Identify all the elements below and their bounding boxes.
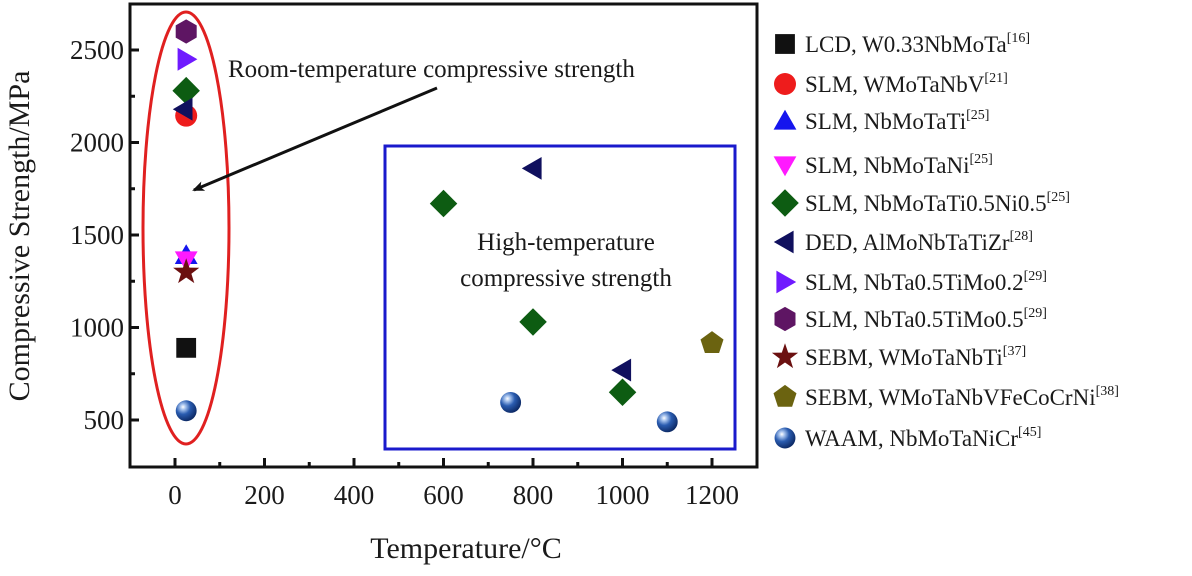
legend-item: SLM, NbMoTaNi[25]	[773, 152, 993, 178]
legend-marker-sphere-icon	[774, 427, 796, 449]
x-tick-label: 0	[168, 480, 182, 510]
legend-series-name: WAAM, NbMoTaNiCr	[805, 426, 1018, 451]
data-point-triangle-right	[177, 47, 198, 71]
legend-marker-circle-icon	[774, 73, 796, 95]
legend-reference: [29]	[1024, 269, 1047, 284]
y-tick-label: 500	[84, 405, 125, 435]
y-tick-label: 2000	[70, 128, 124, 158]
data-point-triangle-left	[521, 157, 542, 180]
legend-marker-pentagon-icon	[773, 384, 797, 407]
data-point-square	[176, 337, 197, 358]
legend-reference: [16]	[1007, 31, 1030, 46]
x-axis-label: Temperature/°C	[370, 532, 561, 565]
y-tick-label: 1500	[70, 220, 124, 250]
legend-series-name: SLM, NbMoTaNi	[805, 153, 970, 178]
legend-label: SLM, NbTa0.5TiMo0.2[29]	[805, 269, 1047, 295]
data-point-diamond	[519, 308, 547, 336]
data-point-triangle-left	[172, 97, 193, 121]
data-points	[172, 19, 724, 433]
legend-reference: [28]	[1010, 229, 1033, 244]
legend-series-name: SEBM, WMoTaNbVFeCoCrNi	[805, 385, 1096, 410]
legend-reference: [25]	[966, 108, 989, 123]
legend-item: SEBM, WMoTaNbVFeCoCrNi[38]	[773, 384, 1119, 410]
annotation-arrow	[192, 86, 438, 192]
legend-label: SEBM, WMoTaNbVFeCoCrNi[38]	[805, 384, 1119, 410]
y-tick-label: 1000	[70, 313, 124, 343]
data-point-pentagon	[700, 331, 724, 353]
high-temperature-annotation-line1: High-temperature	[477, 229, 655, 256]
x-axis-ticks: 0 200 400 600 800 1000 1200	[168, 458, 739, 510]
legend-marker-diamond-icon	[771, 189, 799, 217]
legend-marker-hexagon-icon	[774, 306, 796, 332]
legend-series-name: SEBM, WMoTaNbTi	[805, 345, 1003, 370]
legend-series-name: DED, AlMoNbTaTiZr	[805, 230, 1010, 255]
high-temperature-box	[383, 144, 737, 451]
legend: LCD, W0.33NbMoTa[16]SLM, WMoTaNbV[21]SLM…	[771, 31, 1119, 451]
legend-label: SLM, NbMoTaTi0.5Ni0.5[25]	[805, 190, 1070, 216]
data-point-triangle-left	[611, 358, 632, 382]
room-temperature-ellipse	[141, 10, 231, 446]
legend-marker-star-icon	[771, 343, 799, 369]
x-tick-label: 200	[244, 480, 285, 510]
data-point-hexagon	[175, 19, 197, 44]
data-point-star	[173, 258, 200, 284]
legend-item: SLM, NbTa0.5TiMo0.5[29]	[774, 306, 1047, 332]
legend-reference: [29]	[1024, 306, 1047, 321]
legend-series-name: SLM, WMoTaNbV	[805, 72, 985, 97]
legend-label: SEBM, WMoTaNbTi[37]	[805, 344, 1026, 370]
x-tick-label: 1200	[685, 480, 739, 510]
legend-item: SLM, NbTa0.5TiMo0.2[29]	[776, 269, 1047, 295]
legend-series-name: SLM, NbMoTaTi0.5Ni0.5	[805, 191, 1047, 216]
y-axis-label: Compressive Strength/MPa	[3, 71, 36, 402]
legend-item: LCD, W0.33NbMoTa[16]	[775, 31, 1030, 57]
legend-label: LCD, W0.33NbMoTa[16]	[805, 31, 1030, 57]
legend-item: WAAM, NbMoTaNiCr[45]	[774, 425, 1041, 451]
legend-reference: [25]	[970, 152, 993, 167]
legend-item: SLM, NbMoTaTi0.5Ni0.5[25]	[771, 189, 1070, 217]
legend-marker-triangle-down-icon	[773, 156, 797, 177]
legend-reference: [37]	[1003, 344, 1026, 359]
data-point-sphere	[500, 391, 522, 413]
legend-label: SLM, NbMoTaTi[25]	[805, 108, 989, 134]
legend-reference: [25]	[1047, 190, 1070, 205]
high-temperature-annotation-line2: compressive strength	[460, 265, 672, 292]
data-point-diamond	[172, 76, 200, 105]
legend-marker-triangle-left-icon	[773, 230, 794, 254]
x-tick-label: 800	[513, 480, 554, 510]
legend-series-name: SLM, NbTa0.5TiMo0.5	[805, 307, 1024, 332]
legend-item: DED, AlMoNbTaTiZr[28]	[773, 229, 1033, 255]
legend-item: SLM, NbMoTaTi[25]	[773, 108, 989, 134]
legend-label: WAAM, NbMoTaNiCr[45]	[805, 425, 1041, 451]
legend-reference: [45]	[1018, 425, 1041, 440]
legend-marker-square-icon	[775, 34, 795, 54]
legend-label: SLM, NbTa0.5TiMo0.5[29]	[805, 306, 1047, 332]
legend-series-name: LCD, W0.33NbMoTa	[805, 32, 1007, 57]
legend-series-name: SLM, NbMoTaTi	[805, 109, 966, 134]
legend-reference: [21]	[984, 71, 1007, 86]
x-tick-label: 1000	[596, 480, 650, 510]
x-tick-label: 600	[423, 480, 464, 510]
legend-marker-triangle-right-icon	[776, 270, 797, 294]
room-temperature-annotation: Room-temperature compressive strength	[228, 56, 635, 83]
legend-item: SEBM, WMoTaNbTi[37]	[771, 343, 1026, 370]
legend-marker-triangle-up-icon	[773, 109, 797, 130]
data-point-sphere	[175, 400, 197, 422]
data-point-diamond	[608, 378, 637, 406]
data-point-diamond	[429, 189, 458, 218]
x-tick-label: 400	[334, 480, 375, 510]
legend-item: SLM, WMoTaNbV[21]	[774, 71, 1008, 97]
legend-series-name: SLM, NbTa0.5TiMo0.2	[805, 270, 1024, 295]
y-axis-ticks: 500 1000 1500 2000 2500	[70, 35, 139, 435]
legend-label: DED, AlMoNbTaTiZr[28]	[805, 229, 1033, 255]
y-tick-label: 2500	[70, 35, 124, 65]
legend-label: SLM, NbMoTaNi[25]	[805, 152, 993, 178]
legend-label: SLM, WMoTaNbV[21]	[805, 71, 1008, 97]
data-point-sphere	[656, 411, 678, 433]
legend-reference: [38]	[1096, 384, 1119, 399]
